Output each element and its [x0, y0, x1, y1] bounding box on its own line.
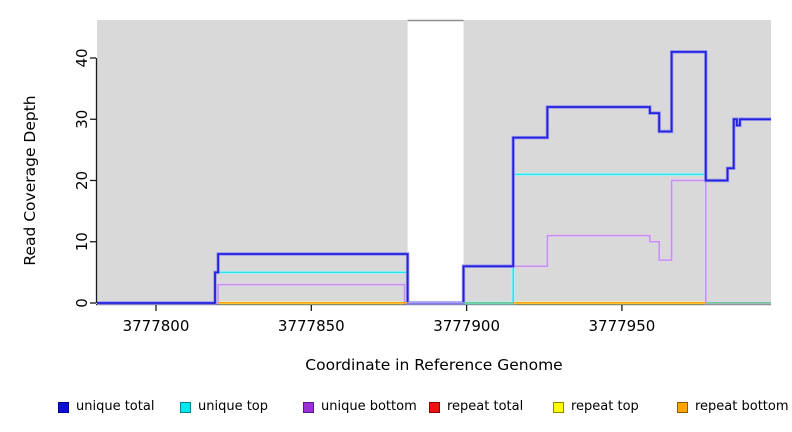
legend-item-repeat-bottom: repeat bottom [677, 399, 789, 415]
legend-item-unique-top: unique top [180, 399, 268, 415]
legend-item-repeat-total: repeat total [429, 399, 523, 415]
chart-canvas: 3777800 3777850 3777900 3777950 0 10 20 30 40 Coo… [21, 19, 771, 374]
legend-swatch-icon [303, 401, 314, 413]
legend-swatch-icon [180, 401, 191, 413]
legend-label: unique bottom [321, 399, 417, 414]
series-line-unique-bottom [97, 179, 771, 304]
x-axis-title: Coordinate in Reference Genome [305, 356, 562, 374]
legend-item-unique-total: unique total [58, 399, 154, 415]
x-tick-label: 3777800 [123, 317, 190, 335]
series-line-unique-total [97, 50, 771, 304]
legend-label: unique total [76, 399, 155, 414]
legend-swatch-icon [429, 401, 440, 413]
y-tick-label: 40 [73, 48, 91, 67]
legend-label: repeat total [447, 399, 524, 414]
x-tick-label: 3777950 [589, 317, 656, 335]
y-tick-label: 10 [73, 232, 91, 251]
x-tick-label: 3777850 [278, 317, 345, 335]
x-tick-label: 3777900 [433, 317, 500, 335]
legend-label: repeat top [571, 399, 639, 414]
legend-item-unique-bottom: unique bottom [303, 399, 417, 415]
legend-item-repeat-top: repeat top [553, 399, 639, 415]
legend-swatch-icon [677, 401, 688, 413]
y-tick-label: 20 [73, 171, 91, 190]
legend-label: unique top [198, 399, 269, 414]
y-axis-title: Read Coverage Depth [21, 95, 39, 265]
legend-swatch-icon [58, 401, 69, 413]
coverage-gap-band [407, 20, 464, 303]
legend-swatch-icon [553, 401, 564, 413]
y-tick-label: 30 [73, 110, 91, 129]
legend-label: repeat bottom [695, 399, 789, 414]
y-tick-label: 0 [73, 298, 91, 308]
